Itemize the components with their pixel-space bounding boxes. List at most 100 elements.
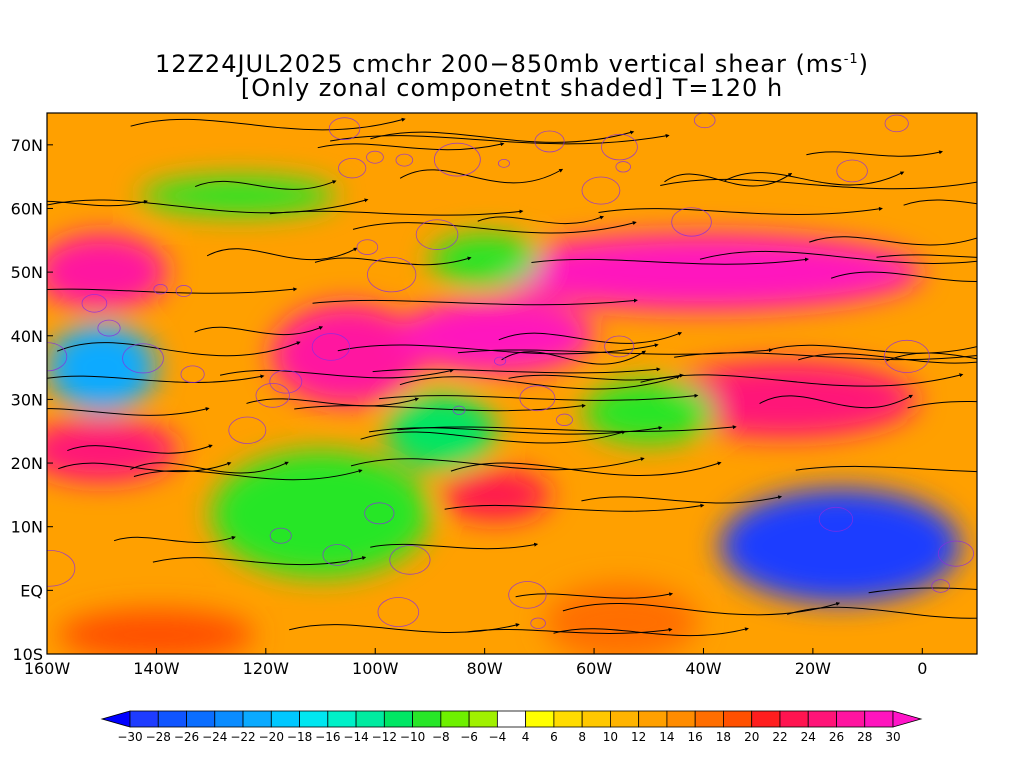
colorbar-under-arrow xyxy=(100,710,131,728)
colorbar-label: 6 xyxy=(550,730,558,744)
streamline xyxy=(501,350,647,365)
colorbar-swatch xyxy=(751,710,781,728)
streamline xyxy=(317,142,505,151)
lat-tick-label: 50N xyxy=(11,263,43,282)
colorbar-swatch xyxy=(610,710,640,728)
shear-region-green-east-pacific xyxy=(211,450,430,578)
colorbar-label: 10 xyxy=(603,730,618,744)
streamline xyxy=(370,542,539,550)
colorbar-label: −18 xyxy=(287,730,312,744)
colorbar-swatch xyxy=(327,710,357,728)
streamline xyxy=(515,592,674,599)
streamline xyxy=(360,430,626,444)
lat-tick-label: 10S xyxy=(12,645,43,664)
contour-line xyxy=(693,113,716,129)
colorbar-label: 16 xyxy=(688,730,703,744)
colorbar-swatch xyxy=(186,710,216,728)
streamline xyxy=(798,353,977,364)
streamline xyxy=(312,298,638,306)
colorbar-swatch xyxy=(214,710,244,728)
streamline xyxy=(314,256,472,266)
shear-region-green-atlantic-mid xyxy=(583,380,715,444)
streamline xyxy=(660,178,977,190)
colorbar-label: 22 xyxy=(772,730,787,744)
colorbar-label: 20 xyxy=(744,730,759,744)
contour-line xyxy=(534,130,565,153)
contour-line xyxy=(452,405,466,415)
colorbar-label: −22 xyxy=(230,730,255,744)
streamline xyxy=(56,341,301,357)
streamline xyxy=(598,206,883,216)
streamline xyxy=(330,133,670,145)
title-text-end: ) xyxy=(858,50,870,78)
streamline xyxy=(206,247,358,261)
shear-region-pink-north-atlantic-jet xyxy=(484,233,923,311)
contour-line xyxy=(601,133,638,161)
contour-line xyxy=(389,545,431,575)
streamline xyxy=(113,536,236,543)
shear-region-blue-north-pacific xyxy=(47,323,157,413)
shear-region-pink-western-atlantic xyxy=(397,297,595,374)
map-frame xyxy=(46,112,978,655)
streamline xyxy=(372,367,661,374)
contour-line xyxy=(884,114,909,133)
streamline xyxy=(724,171,905,186)
colorbar-swatch xyxy=(836,710,866,728)
colorbar: −30 −28 −26 −24 −22 −20 −18 −16 −14 −12 −10 −8 −6 −4 4… xyxy=(100,710,923,744)
lat-tick-label: 10N xyxy=(11,518,43,537)
streamline xyxy=(399,168,564,184)
streamline xyxy=(498,332,683,344)
streamline xyxy=(903,199,977,206)
map-title-line2: [Only zonal componetnt shaded] T=120 h xyxy=(240,74,784,102)
colorbar-swatch xyxy=(779,710,809,728)
streamline xyxy=(553,627,749,637)
colorbar-swatch xyxy=(440,710,470,728)
lat-tick-label: 70N xyxy=(11,136,43,155)
colorbar-swatch xyxy=(157,710,187,728)
contour-line xyxy=(97,319,121,337)
contour-line xyxy=(356,239,379,255)
contour-line xyxy=(581,176,621,205)
shear-region-pink-subtropical-pacific xyxy=(47,418,179,483)
lat-tick-label: EQ xyxy=(20,581,43,600)
streamline xyxy=(195,180,337,190)
contour-line xyxy=(328,117,361,141)
contour-line xyxy=(228,416,267,444)
streamline xyxy=(194,326,324,336)
colorbar-label: −4 xyxy=(489,730,507,744)
streamline xyxy=(806,150,943,157)
colorbar-label: −10 xyxy=(400,730,425,744)
contour-line xyxy=(497,158,510,168)
contour-line xyxy=(180,365,205,383)
contour-line xyxy=(671,207,712,237)
contour-line xyxy=(937,540,975,567)
streamline xyxy=(47,198,369,214)
streamline xyxy=(399,375,681,390)
contour-line xyxy=(556,413,573,426)
colorbar-swatch xyxy=(638,710,668,728)
colorbar-swatch xyxy=(581,710,611,728)
colorbar-swatch xyxy=(553,710,583,728)
streamline xyxy=(246,397,420,407)
contour-line xyxy=(519,385,556,412)
streamline xyxy=(130,461,289,474)
streamline xyxy=(350,457,645,471)
colorbar-swatch xyxy=(496,710,527,728)
colorbar-over-arrow xyxy=(892,710,923,728)
streamline xyxy=(130,117,406,131)
shear-region-green-gulf xyxy=(386,393,496,470)
streamline xyxy=(294,403,586,412)
lon-tick-label: 160W xyxy=(24,659,71,678)
streamline xyxy=(378,393,699,401)
colorbar-label: −26 xyxy=(174,730,199,744)
colorbar-label: 24 xyxy=(801,730,816,744)
contour-line xyxy=(47,549,76,587)
colorbar-swatch xyxy=(412,710,442,728)
colorbar-label: −16 xyxy=(315,730,340,744)
contour-line xyxy=(508,581,547,609)
contour-line xyxy=(269,527,292,544)
contour-line xyxy=(494,356,507,366)
streamline xyxy=(47,199,148,207)
streamline xyxy=(699,250,977,264)
